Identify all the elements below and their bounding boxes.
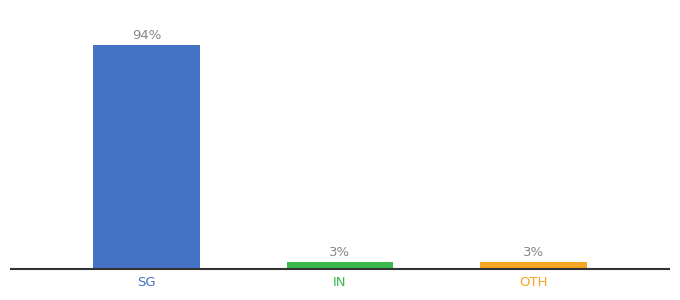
Text: 3%: 3% (329, 246, 351, 260)
Bar (480, 262, 587, 269)
Bar (287, 262, 393, 269)
Bar (93, 44, 200, 269)
Text: 94%: 94% (132, 29, 161, 42)
Text: 3%: 3% (523, 246, 544, 260)
